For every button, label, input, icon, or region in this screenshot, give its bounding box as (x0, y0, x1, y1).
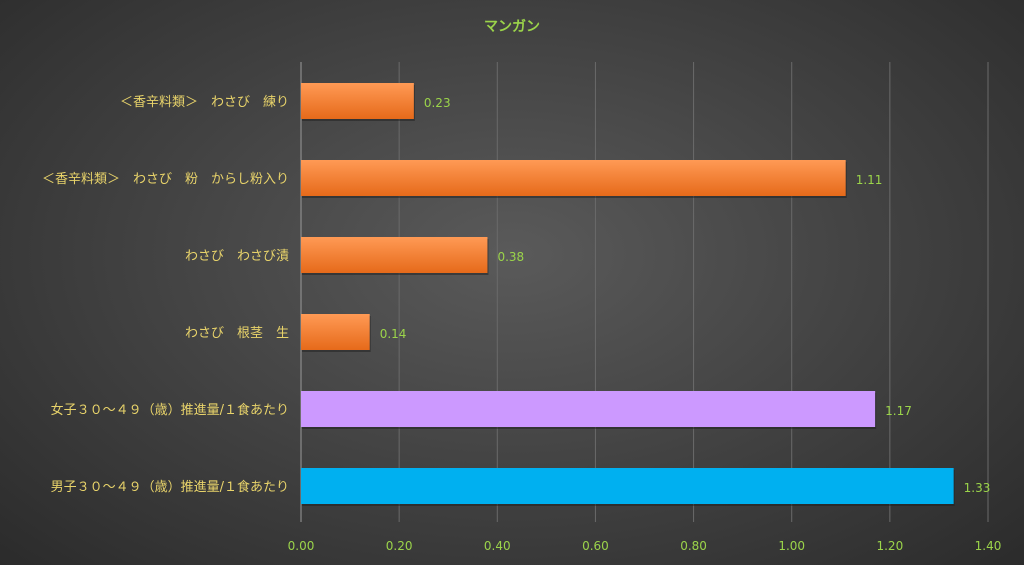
chart-title: マンガン (484, 19, 540, 35)
data-label: 1.11 (856, 173, 883, 187)
x-tick-label: 1.20 (876, 539, 903, 553)
category-label: 男子３０～４９（歳）推進量/１食あたり (51, 479, 289, 495)
x-tick-label: 1.40 (975, 539, 1002, 553)
x-tick-label: 0.00 (288, 539, 315, 553)
x-tick-label: 1.00 (778, 539, 805, 553)
bar (301, 391, 876, 427)
category-label: わさび 根茎 生 (185, 326, 289, 341)
category-label: わさび わさび漬 (185, 249, 289, 264)
bar (301, 314, 370, 350)
bars (301, 83, 955, 506)
x-tick-label: 0.20 (386, 539, 413, 553)
category-label: ＜香辛料類＞ わさび 粉 からし粉入り (42, 172, 289, 187)
bar (301, 83, 414, 119)
category-label: ＜香辛料類＞ わさび 練り (120, 95, 289, 110)
x-tick-label: 0.60 (582, 539, 609, 553)
data-label: 0.23 (424, 96, 451, 110)
data-label: 0.38 (497, 250, 524, 264)
x-axis-ticks: 0.00 0.20 0.40 0.60 0.80 1.00 1.20 1.40 (288, 539, 1002, 553)
bar (301, 468, 954, 504)
data-label: 1.17 (885, 404, 912, 418)
bar (301, 237, 488, 273)
x-tick-label: 0.40 (484, 539, 511, 553)
x-tick-label: 0.80 (680, 539, 707, 553)
data-label: 1.33 (964, 481, 991, 495)
data-labels: 0.23 1.11 0.38 0.14 1.17 1.33 (380, 96, 991, 495)
category-label: 女子３０～４９（歳）推進量/１食あたり (51, 402, 289, 418)
data-label: 0.14 (380, 327, 407, 341)
bar (301, 160, 846, 196)
gridlines (300, 62, 989, 522)
